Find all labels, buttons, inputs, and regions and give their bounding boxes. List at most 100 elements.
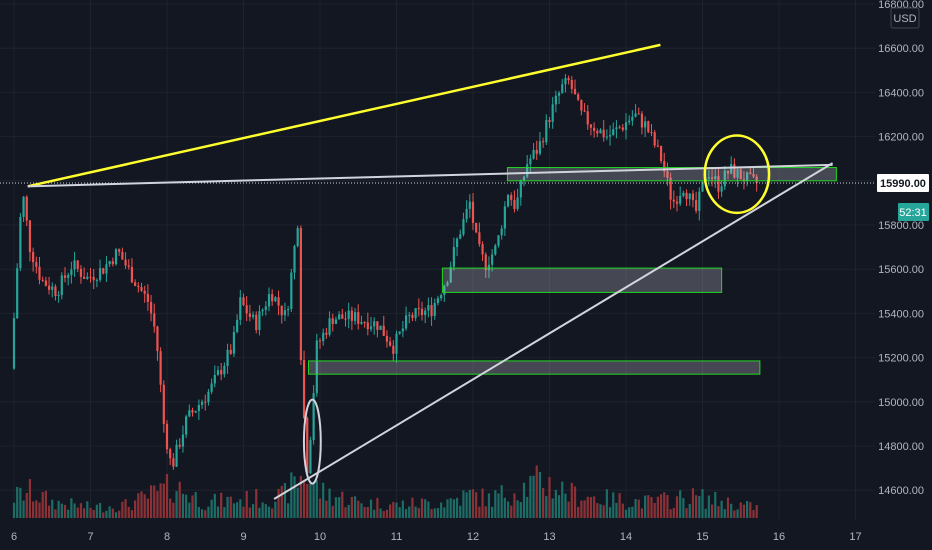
- volume-bar: [229, 496, 232, 518]
- candle-body: [293, 246, 296, 273]
- candle-body: [510, 195, 513, 200]
- volume-bar: [669, 509, 672, 518]
- candle-body: [580, 99, 583, 111]
- volume-bar: [503, 497, 506, 518]
- candle-body: [573, 88, 577, 95]
- volume-bar: [532, 475, 535, 518]
- volume-bar: [478, 506, 481, 518]
- volume-bar: [111, 508, 114, 518]
- volume-bar: [63, 504, 67, 518]
- volume-bar: [35, 500, 38, 518]
- candle-body: [302, 360, 306, 418]
- drawings[interactable]: [27, 43, 837, 500]
- white-resistance-line[interactable]: [27, 163, 833, 188]
- candle-body: [436, 298, 440, 304]
- candle-body: [465, 208, 468, 220]
- white-circle-annotation[interactable]: [302, 398, 322, 485]
- currency-badge[interactable]: USD: [890, 7, 920, 29]
- candle-body: [506, 195, 510, 207]
- volume-bar: [47, 505, 51, 518]
- candle-body: [79, 268, 83, 277]
- volume-bar: [140, 491, 143, 518]
- volume-bar: [436, 508, 440, 518]
- volume-bar: [414, 506, 417, 518]
- candle-body: [328, 318, 331, 335]
- candle-body: [290, 272, 293, 310]
- volume-bar: [449, 498, 452, 518]
- volume-bar: [121, 501, 124, 518]
- volume-bar: [293, 476, 296, 518]
- volume-bar: [178, 481, 181, 518]
- candle-body: [287, 309, 290, 311]
- volume-bar: [322, 482, 325, 518]
- volume-bar: [341, 491, 344, 518]
- time-axis[interactable]: 6 7 8 9 10 11 12 13 14 15 16 17: [11, 531, 862, 543]
- volume-bar: [204, 510, 207, 518]
- volume-bar: [650, 497, 653, 518]
- candle-body: [468, 201, 471, 209]
- volume-bar: [621, 503, 624, 518]
- yellow-trendline[interactable]: [27, 43, 661, 188]
- price-tick-label: 15200.00: [878, 353, 924, 365]
- candle-body: [602, 129, 605, 138]
- volume-bar: [194, 492, 197, 518]
- volume-bar: [554, 489, 557, 518]
- volume-bar: [430, 509, 433, 518]
- volume-bar: [159, 483, 162, 518]
- support-zone-box[interactable]: [308, 360, 761, 375]
- volume-bar: [267, 506, 271, 518]
- time-tick-label: 9: [240, 531, 246, 543]
- volume-bar: [200, 509, 204, 518]
- yellow-circle-annotation[interactable]: [703, 134, 771, 215]
- candle-body: [618, 127, 621, 129]
- volume-bar: [360, 503, 363, 518]
- volume-bar: [134, 500, 137, 518]
- candle-body: [605, 136, 608, 138]
- volume-bar: [691, 488, 695, 518]
- candle-body: [526, 164, 529, 177]
- volume-bar: [666, 495, 669, 518]
- price-axis-panel[interactable]: [875, 0, 932, 550]
- candle-body: [32, 252, 35, 263]
- candle-body: [277, 297, 280, 306]
- candle-body: [185, 416, 188, 435]
- support-zone-box[interactable]: [441, 267, 723, 293]
- volume-bar: [363, 506, 366, 518]
- volume-bar: [181, 493, 185, 518]
- candle-body: [318, 340, 322, 342]
- candle-body: [624, 122, 628, 130]
- volume-bar: [424, 499, 427, 518]
- price-tick-label: 16400.00: [878, 87, 924, 99]
- volume-bar: [500, 485, 503, 518]
- volume-bar: [720, 500, 723, 518]
- volume-bar: [695, 495, 698, 518]
- volume-bar: [679, 490, 682, 518]
- volume-bar: [656, 496, 659, 518]
- candle-body: [427, 305, 430, 311]
- volume-bar: [130, 510, 134, 518]
- candle-body: [92, 276, 95, 281]
- volume-bar: [545, 495, 548, 518]
- volume-bar: [127, 506, 130, 518]
- candle-body: [210, 383, 213, 392]
- time-axis-panel[interactable]: [0, 522, 875, 550]
- volume-bar: [462, 490, 465, 518]
- candle-body: [22, 196, 25, 217]
- volume-bar: [637, 499, 640, 518]
- volume-bar: [242, 506, 245, 518]
- candle-body: [153, 313, 156, 327]
- volume-bar: [19, 487, 22, 518]
- candle-body: [484, 254, 487, 271]
- candle-body: [736, 169, 739, 178]
- volume-bar: [640, 508, 644, 518]
- volume-bar: [513, 493, 516, 518]
- candle-body: [111, 261, 114, 265]
- candle-body: [312, 393, 315, 441]
- candle-body: [264, 306, 267, 310]
- volume-bar: [628, 507, 631, 518]
- white-rising-trendline[interactable]: [273, 162, 834, 500]
- candle-body: [226, 349, 229, 366]
- volume-bar: [376, 497, 379, 518]
